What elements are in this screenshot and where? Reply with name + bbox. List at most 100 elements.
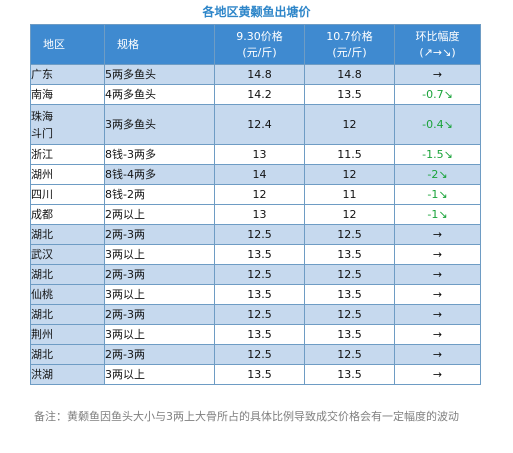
change-cell: →: [394, 264, 481, 285]
spec-cell: 8钱-3两多: [104, 144, 215, 165]
region-cell: 武汉: [30, 244, 105, 265]
table-row: 仙桃 3两以上 13.5 13.5 →: [30, 284, 481, 305]
spec-cell: 5两多鱼头: [104, 64, 215, 85]
spec-cell: 3两以上: [104, 324, 215, 345]
spec-cell: 3两以上: [104, 284, 215, 305]
table-row: 湖北 2两-3两 12.5 12.5 →: [30, 224, 481, 245]
price-107-cell: 13.5: [304, 364, 395, 385]
region-cell: 南海: [30, 84, 105, 105]
header-change-line1: 环比幅度: [415, 29, 460, 43]
change-cell: -1↘: [394, 184, 481, 205]
region-line: 珠海斗门: [31, 109, 53, 140]
header-price-107: 10.7价格 (元/斤): [304, 24, 395, 65]
header-change-line2: (↗→↘): [419, 45, 456, 59]
table-row: 成都 2两以上 13 12 -1↘: [30, 204, 481, 225]
footnote: 备注：黄颡鱼因鱼头大小与3两上大骨所占的具体比例导致成交价格会有一定幅度的波动: [34, 410, 459, 423]
price-107-cell: 14.8: [304, 64, 395, 85]
price-107-cell: 13.5: [304, 244, 395, 265]
change-cell: -0.7↘: [394, 84, 481, 105]
change-cell: →: [394, 304, 481, 325]
table-row: 珠海斗门 3两多鱼头 12.4 12 -0.4↘: [30, 104, 481, 145]
price-107-cell: 11.5: [304, 144, 395, 165]
region-cell: 湖州: [30, 164, 105, 185]
header-price-930: 9.30价格 (元/斤): [214, 24, 305, 65]
table-row: 南海 4两多鱼头 14.2 13.5 -0.7↘: [30, 84, 481, 105]
table-row: 四川 8钱-2两 12 11 -1↘: [30, 184, 481, 205]
change-cell: →: [394, 284, 481, 305]
region-cell: 荆州: [30, 324, 105, 345]
price-930-cell: 14: [214, 164, 305, 185]
spec-cell: 2两-3两: [104, 224, 215, 245]
price-930-cell: 12.4: [214, 104, 305, 145]
table-row: 洪湖 3两以上 13.5 13.5 →: [30, 364, 481, 385]
price-930-cell: 13.5: [214, 284, 305, 305]
header-price-107-line2: (元/斤): [332, 45, 367, 59]
price-930-cell: 12.5: [214, 224, 305, 245]
price-930-cell: 13: [214, 204, 305, 225]
price-930-cell: 13: [214, 144, 305, 165]
table-row: 湖北 2两-3两 12.5 12.5 →: [30, 304, 481, 325]
spec-cell: 2两-3两: [104, 344, 215, 365]
spec-cell: 8钱-2两: [104, 184, 215, 205]
price-930-cell: 12.5: [214, 344, 305, 365]
region-cell: 湖北: [30, 344, 105, 365]
spec-cell: 2两-3两: [104, 264, 215, 285]
change-cell: →: [394, 364, 481, 385]
price-107-cell: 12.5: [304, 264, 395, 285]
header-region: 地区: [30, 24, 105, 65]
header-price-930-line2: (元/斤): [242, 45, 277, 59]
price-930-cell: 14.2: [214, 84, 305, 105]
table-row: 荆州 3两以上 13.5 13.5 →: [30, 324, 481, 345]
change-cell: →: [394, 224, 481, 245]
region-cell: 四川: [30, 184, 105, 205]
table-row: 广东 5两多鱼头 14.8 14.8 →: [30, 64, 481, 85]
price-table: 地区 规格 9.30价格 (元/斤) 10.7价格 (元/斤) 环比幅度 (↗→…: [30, 24, 481, 385]
price-930-cell: 13.5: [214, 364, 305, 385]
price-107-cell: 12: [304, 104, 395, 145]
spec-cell: 2两-3两: [104, 304, 215, 325]
price-107-cell: 12.5: [304, 304, 395, 325]
price-107-cell: 13.5: [304, 324, 395, 345]
region-cell: 成都: [30, 204, 105, 225]
table-row: 武汉 3两以上 13.5 13.5 →: [30, 244, 481, 265]
table-row: 浙江 8钱-3两多 13 11.5 -1.5↘: [30, 144, 481, 165]
spec-cell: 3两以上: [104, 364, 215, 385]
price-107-cell: 13.5: [304, 284, 395, 305]
spec-cell: 4两多鱼头: [104, 84, 215, 105]
table-title: 各地区黄颡鱼出塘价: [202, 5, 311, 19]
region-cell: 湖北: [30, 224, 105, 245]
price-930-cell: 14.8: [214, 64, 305, 85]
price-930-cell: 12.5: [214, 264, 305, 285]
change-cell: →: [394, 244, 481, 265]
region-cell: 珠海斗门: [30, 104, 105, 145]
change-cell: -0.4↘: [394, 104, 481, 145]
change-cell: →: [394, 64, 481, 85]
price-107-cell: 11: [304, 184, 395, 205]
change-cell: -1↘: [394, 204, 481, 225]
header-change: 环比幅度 (↗→↘): [394, 24, 481, 65]
region-cell: 广东: [30, 64, 105, 85]
price-930-cell: 12.5: [214, 304, 305, 325]
spec-cell: 3两以上: [104, 244, 215, 265]
change-cell: -2↘: [394, 164, 481, 185]
change-cell: →: [394, 344, 481, 365]
header-row: 地区 规格 9.30价格 (元/斤) 10.7价格 (元/斤) 环比幅度 (↗→…: [30, 24, 481, 65]
spec-cell: 2两以上: [104, 204, 215, 225]
price-107-cell: 12: [304, 164, 395, 185]
region-cell: 湖北: [30, 264, 105, 285]
table-row: 湖州 8钱-4两多 14 12 -2↘: [30, 164, 481, 185]
price-107-cell: 12.5: [304, 224, 395, 245]
header-price-930-line1: 9.30价格: [236, 29, 283, 43]
price-107-cell: 13.5: [304, 84, 395, 105]
change-cell: →: [394, 324, 481, 345]
price-107-cell: 12: [304, 204, 395, 225]
region-cell: 洪湖: [30, 364, 105, 385]
header-price-107-line1: 10.7价格: [326, 29, 373, 43]
price-107-cell: 12.5: [304, 344, 395, 365]
region-cell: 仙桃: [30, 284, 105, 305]
price-930-cell: 12: [214, 184, 305, 205]
region-cell: 湖北: [30, 304, 105, 325]
price-930-cell: 13.5: [214, 244, 305, 265]
region-cell: 浙江: [30, 144, 105, 165]
price-930-cell: 13.5: [214, 324, 305, 345]
